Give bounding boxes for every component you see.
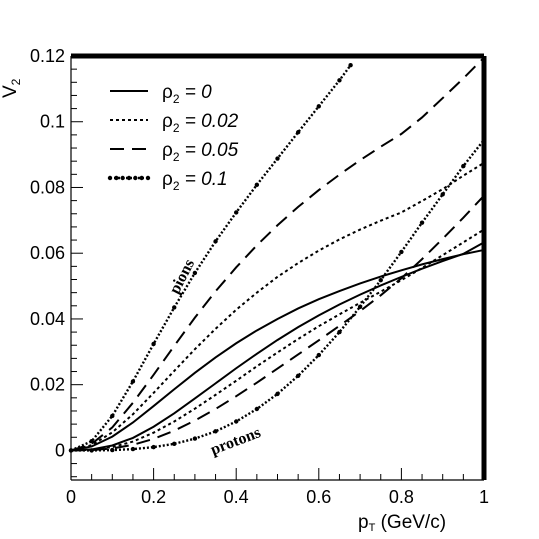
y-axis-title-sub: 2	[9, 78, 23, 85]
protons-marker	[440, 192, 445, 197]
legend-marker	[114, 175, 119, 181]
protons-dashed-curve	[70, 195, 485, 452]
pions-marker	[337, 78, 342, 83]
x-tick-label: 0.6	[306, 487, 331, 507]
y-tick-label: 0.1	[40, 112, 65, 132]
protons-marker	[357, 304, 363, 309]
x-axis-title-sub: T	[369, 522, 376, 534]
pions-marker	[316, 104, 321, 109]
legend-marker	[126, 175, 132, 181]
protons-marker	[378, 277, 383, 283]
protons-marker	[316, 352, 321, 358]
protons-marker	[295, 373, 301, 379]
axis-ticks	[70, 55, 485, 480]
x-tick-label: 1	[479, 487, 489, 507]
legend-label: ρ2 = 0	[162, 82, 212, 106]
plot-frame	[70, 53, 487, 481]
pions-marker	[110, 413, 115, 419]
x-axis-title-main: p	[358, 512, 369, 533]
x-tick-label: 0.8	[389, 487, 414, 507]
legend-marker	[133, 175, 138, 181]
y-axis-title-main: V	[0, 85, 21, 98]
x-tick-label: 0.4	[224, 487, 249, 507]
x-axis-title: pT (GeV/c)	[358, 512, 446, 534]
protons-marker	[172, 441, 177, 447]
pions-dotted-curve	[70, 161, 485, 452]
chart-curves	[68, 56, 487, 453]
y-tick-label: 0.12	[30, 46, 65, 66]
protons-marker	[192, 436, 198, 441]
protons-marker	[419, 220, 425, 225]
protons-marker	[254, 406, 260, 412]
protons-marker	[275, 391, 280, 397]
protons-marker	[213, 429, 218, 434]
protons-marker	[399, 249, 404, 255]
protons-label: protons	[208, 424, 263, 459]
legend-marker	[107, 175, 113, 181]
y-tick-label: 0.06	[30, 243, 65, 263]
x-axis-title-rest: (GeV/c)	[375, 512, 446, 533]
y-tick-label: 0.04	[30, 309, 65, 329]
protons-marker	[337, 329, 342, 335]
pions-marker	[348, 63, 353, 68]
protons-dotted-curve	[70, 228, 485, 452]
pions-marker	[130, 379, 136, 384]
protons-marker	[89, 448, 94, 453]
x-tick-label: 0.2	[141, 487, 166, 507]
pions-dotted-circles-curve	[70, 64, 352, 452]
legend-marker	[120, 175, 125, 181]
protons-marker	[461, 163, 466, 169]
y-tick-label: 0	[55, 440, 65, 460]
tick-labels: 0 0.2 0.4 0.6 0.8 1 0 0.02 0.04 0.06 0.08 0.1 0.12	[30, 46, 489, 507]
y-axis-title: V2	[0, 78, 23, 98]
pions-marker	[89, 439, 94, 444]
pions-solid-curve	[70, 248, 485, 452]
legend-marker	[145, 175, 151, 181]
legend-label: ρ2 = 0.05	[162, 140, 239, 164]
protons-solid-curve	[70, 241, 485, 452]
protons-marker	[110, 447, 115, 453]
protons-marker	[151, 444, 156, 450]
legend-marker	[139, 175, 144, 181]
legend: ρ2 = 0 ρ2 = 0.02 ρ2 = 0.05 ρ2 = 0.1	[107, 82, 239, 193]
pions-marker	[213, 239, 218, 244]
legend-label: ρ2 = 0.02	[162, 111, 239, 135]
x-tick-label: 0	[66, 487, 76, 507]
pions-marker	[254, 182, 260, 188]
y-tick-label: 0.08	[30, 177, 65, 197]
legend-label: ρ2 = 0.1	[162, 169, 228, 193]
pions-marker	[192, 270, 198, 276]
pions-marker	[151, 341, 156, 347]
protons-marker	[234, 419, 239, 424]
pions-marker	[172, 305, 177, 310]
pions-marker	[275, 156, 280, 161]
protons-dotted-circles-curve	[71, 139, 485, 452]
y-tick-label: 0.02	[30, 375, 65, 395]
pions-dashed-curve	[70, 56, 485, 452]
pions-marker	[234, 210, 239, 215]
protons-marker	[130, 446, 136, 452]
pions-marker	[295, 130, 301, 135]
